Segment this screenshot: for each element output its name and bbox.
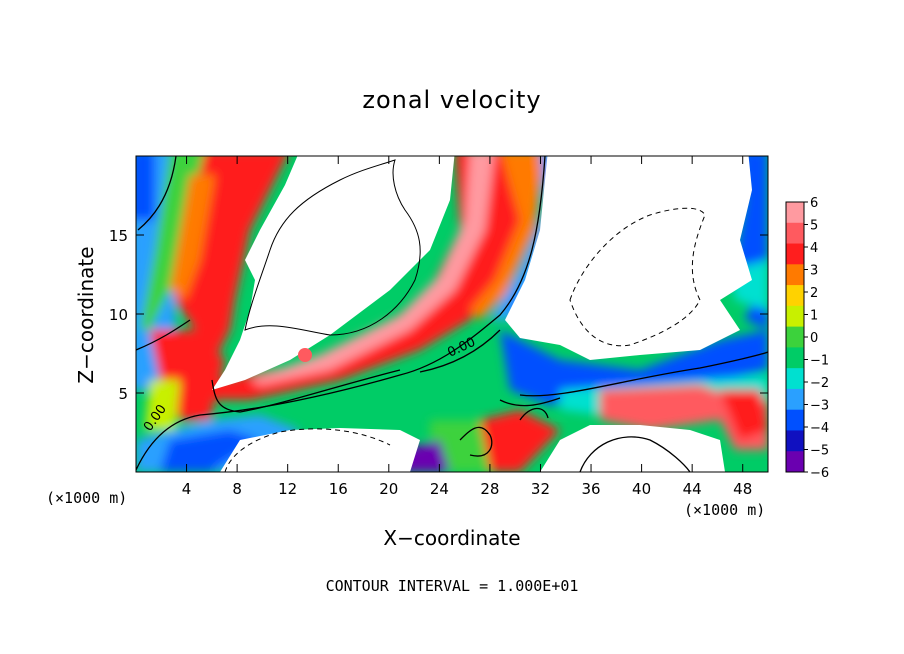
colorbar-tick-label: 2 <box>810 286 818 301</box>
colorbar-tick-label: 3 <box>810 264 818 279</box>
colorbar-tick-label: −6 <box>810 466 829 481</box>
x-tick-label: 16 <box>329 480 348 498</box>
colorbar-swatch <box>786 305 804 328</box>
colorbar-swatch <box>786 430 804 452</box>
y-tick-label: 15 <box>109 227 128 245</box>
colorbar-swatch <box>786 451 804 473</box>
colorbar-tick-label: −4 <box>810 421 829 436</box>
x-axis: 4 8 12 16 20 24 28 32 36 40 44 48 <box>182 156 752 498</box>
white-region-upper-left <box>212 156 455 390</box>
colorbar-swatch <box>786 368 804 390</box>
colorbar-tick-label: −1 <box>810 354 829 369</box>
y-axis-label: Z−coordinate <box>74 246 98 384</box>
colorbar: 6 5 4 3 2 1 0 −1 −2 −3 −4 −5 −6 <box>785 196 829 481</box>
contour-interval-text: CONTOUR INTERVAL = 1.000E+01 <box>325 577 579 595</box>
colorbar-swatch <box>786 326 804 348</box>
colorbar-swatch <box>786 388 804 411</box>
y-unit-label: (×1000 m) <box>46 489 128 507</box>
colorbar-swatch <box>786 285 804 307</box>
x-tick-label: 32 <box>531 480 550 498</box>
x-tick-label: 8 <box>232 480 242 498</box>
colorbar-tick-label: 1 <box>810 309 818 324</box>
colorbar-tick-label: 4 <box>810 241 818 256</box>
y-tick-label: 5 <box>118 385 128 403</box>
colorbar-tick-label: 5 <box>810 219 818 234</box>
colorbar-swatch <box>786 222 804 245</box>
colorbar-swatch <box>786 347 804 369</box>
white-region-lower <box>220 428 420 472</box>
x-tick-label: 24 <box>430 480 449 498</box>
y-tick-label: 10 <box>109 306 128 324</box>
colorbar-tick-label: −3 <box>810 399 829 414</box>
x-tick-label: 12 <box>278 480 297 498</box>
x-tick-label: 44 <box>683 480 702 498</box>
y-axis: 5 10 15 <box>109 227 768 403</box>
chart-title: zonal velocity <box>362 86 542 114</box>
colorbar-tick-label: −5 <box>810 444 829 459</box>
x-tick-label: 20 <box>379 480 398 498</box>
colorbar-tick-label: 6 <box>810 196 818 211</box>
x-tick-label: 36 <box>581 480 600 498</box>
x-tick-label: 4 <box>182 480 192 498</box>
colorbar-tick-label: −2 <box>810 376 829 391</box>
x-unit-label: (×1000 m) <box>684 501 766 519</box>
heatmap-field <box>136 156 768 472</box>
colorbar-tick-label: 0 <box>810 331 818 346</box>
x-tick-label: 28 <box>480 480 499 498</box>
colorbar-swatch <box>786 202 804 224</box>
colorbar-swatch <box>786 243 804 265</box>
colorbar-swatch <box>786 264 804 286</box>
x-axis-label: X−coordinate <box>383 526 521 550</box>
x-tick-label: 40 <box>632 480 651 498</box>
colorbar-swatch <box>786 409 804 431</box>
x-tick-label: 48 <box>733 480 752 498</box>
white-region-upper-right <box>505 156 752 360</box>
